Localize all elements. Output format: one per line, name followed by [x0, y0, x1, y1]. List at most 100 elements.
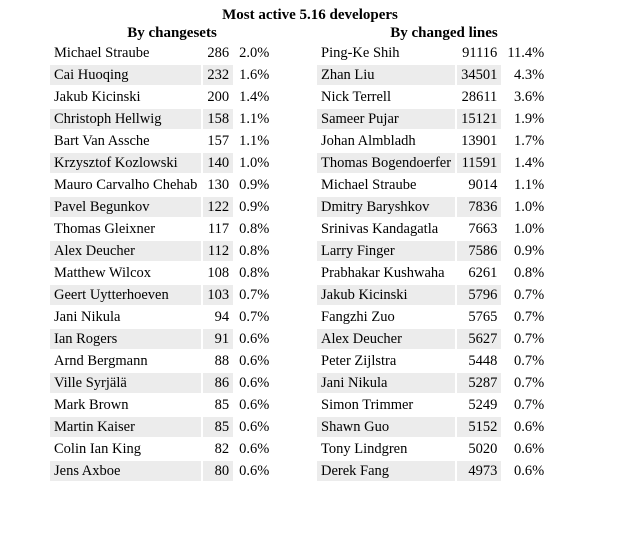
changesets-row: Colin Ian King 82 0.6% [50, 439, 273, 459]
changed-lines-row: Zhan Liu 34501 4.3% [317, 65, 548, 85]
changed-lines-developer-name: Prabhakar Kushwaha [321, 265, 445, 281]
changesets-percent: 0.6% [239, 353, 270, 369]
changesets-developer-name: Jakub Kicinski [54, 89, 141, 105]
changed-lines-row: Fangzhi Zuo 5765 0.7% [317, 307, 548, 327]
changed-lines-developer-name: Larry Finger [317, 241, 456, 261]
changed-lines-percent: 1.0% [514, 221, 545, 237]
changesets-count: 86 [203, 373, 234, 393]
changed-lines-percent: 0.7% [514, 397, 545, 413]
changesets-count: 82 [214, 441, 230, 457]
changed-lines-developer-name: Srinivas Kandagatla [321, 221, 439, 237]
changed-lines-row: Michael Straube 9014 1.1% [317, 175, 548, 195]
changed-lines-developer-name: Alex Deucher [317, 329, 456, 349]
changed-lines-percent: 1.9% [514, 111, 545, 127]
changed-lines-percent: 0.9% [514, 243, 545, 259]
changesets-percent: 0.6% [239, 419, 270, 435]
changed-lines-developer-name: Nick Terrell [321, 89, 391, 105]
changed-lines-count: 4973 [457, 461, 502, 481]
changed-lines-count: 91116 [462, 45, 498, 61]
changesets-count: 88 [214, 353, 230, 369]
changesets-percent: 0.6% [239, 463, 270, 479]
changesets-row: Ville Syrjälä 86 0.6% [50, 373, 273, 393]
changesets-row: Pavel Begunkov 122 0.9% [50, 197, 273, 217]
changesets-row: Michael Straube 286 2.0% [50, 43, 273, 63]
changesets-percent: 0.8% [239, 265, 270, 281]
changesets-percent: 0.8% [239, 221, 270, 237]
changed-lines-percent: 1.1% [514, 177, 545, 193]
changesets-row: Krzysztof Kozlowski 140 1.0% [50, 153, 273, 173]
changed-lines-developer-name: Sameer Pujar [317, 109, 456, 129]
changesets-percent: 0.6% [239, 331, 270, 347]
changed-lines-row: Tony Lindgren 5020 0.6% [317, 439, 548, 459]
changed-lines-heading: By changed lines [390, 25, 498, 41]
changed-lines-table: Ping-Ke Shih 91116 11.4% Zhan Liu 34501 4.3% N… [315, 41, 550, 483]
changesets-count: 91 [203, 329, 234, 349]
changesets-count: 140 [203, 153, 234, 173]
changed-lines-percent: 0.6% [514, 463, 545, 479]
changed-lines-row: Ping-Ke Shih 91116 11.4% [317, 43, 548, 63]
changesets-count: 85 [214, 397, 230, 413]
changesets-percent: 1.1% [239, 133, 270, 149]
changesets-developer-name: Cai Huoqing [50, 65, 202, 85]
changesets-count: 286 [207, 45, 230, 61]
changesets-developer-name: Mauro Carvalho Chehab [54, 177, 198, 193]
changed-lines-percent: 0.6% [514, 419, 545, 435]
changesets-table: Michael Straube 286 2.0% Cai Huoqing 232 1.6%… [48, 41, 275, 483]
changesets-count: 103 [203, 285, 234, 305]
changed-lines-developer-name: Michael Straube [321, 177, 417, 193]
changesets-percent: 1.1% [239, 111, 270, 127]
changed-lines-row: Srinivas Kandagatla 7663 1.0% [317, 219, 548, 239]
changed-lines-count: 5765 [468, 309, 498, 325]
changed-lines-count: 15121 [457, 109, 502, 129]
changesets-percent: 2.0% [239, 45, 270, 61]
changesets-percent: 0.7% [239, 309, 270, 325]
changesets-percent: 0.9% [239, 199, 270, 215]
changesets-count: 80 [203, 461, 234, 481]
changed-lines-percent: 0.7% [514, 353, 545, 369]
changesets-count: 157 [207, 133, 230, 149]
changed-lines-count: 6261 [468, 265, 498, 281]
changed-lines-percent: 11.4% [507, 45, 545, 61]
changesets-developer-name: Matthew Wilcox [54, 265, 152, 281]
changed-lines-count: 5627 [457, 329, 502, 349]
changesets-row: Geert Uytterhoeven 103 0.7% [50, 285, 273, 305]
changed-lines-count: 5448 [468, 353, 498, 369]
changesets-count: 85 [203, 417, 234, 437]
changesets-percent: 0.6% [239, 397, 270, 413]
changesets-developer-name: Pavel Begunkov [50, 197, 202, 217]
changed-lines-row: Simon Trimmer 5249 0.7% [317, 395, 548, 415]
changesets-percent: 1.0% [239, 155, 270, 171]
changed-lines-count: 11591 [457, 153, 502, 173]
changesets-developer-name: Jani Nikula [54, 309, 121, 325]
changed-lines-developer-name: Dmitry Baryshkov [317, 197, 456, 217]
changed-lines-percent: 0.7% [514, 375, 545, 391]
changed-lines-count: 5152 [457, 417, 502, 437]
changed-lines-count: 7836 [457, 197, 502, 217]
changed-lines-row: Thomas Bogendoerfer 11591 1.4% [317, 153, 548, 173]
changed-lines-developer-name: Thomas Bogendoerfer [317, 153, 456, 173]
changed-lines-percent: 1.4% [514, 155, 545, 171]
changesets-row: Jani Nikula 94 0.7% [50, 307, 273, 327]
changesets-developer-name: Michael Straube [54, 45, 150, 61]
changesets-count: 112 [203, 241, 234, 261]
changed-lines-count: 5287 [457, 373, 502, 393]
changed-lines-developer-name: Simon Trimmer [321, 397, 414, 413]
changesets-developer-name: Mark Brown [54, 397, 129, 413]
changesets-row: Alex Deucher 112 0.8% [50, 241, 273, 261]
changesets-developer-name: Ville Syrjälä [50, 373, 202, 393]
changed-lines-count: 34501 [457, 65, 502, 85]
changesets-percent: 1.6% [239, 67, 270, 83]
changed-lines-row: Shawn Guo 5152 0.6% [317, 417, 548, 437]
changed-lines-developer-name: Tony Lindgren [321, 441, 408, 457]
changed-lines-count: 5796 [457, 285, 502, 305]
changed-lines-row: Dmitry Baryshkov 7836 1.0% [317, 197, 548, 217]
changesets-row: Mark Brown 85 0.6% [50, 395, 273, 415]
changesets-row: Arnd Bergmann 88 0.6% [50, 351, 273, 371]
changesets-percent: 0.6% [239, 375, 270, 391]
changesets-row: Matthew Wilcox 108 0.8% [50, 263, 273, 283]
changesets-row: Bart Van Assche 157 1.1% [50, 131, 273, 151]
changesets-developer-name: Colin Ian King [54, 441, 141, 457]
changed-lines-row: Johan Almbladh 13901 1.7% [317, 131, 548, 151]
changesets-row: Ian Rogers 91 0.6% [50, 329, 273, 349]
changed-lines-count: 13901 [461, 133, 498, 149]
